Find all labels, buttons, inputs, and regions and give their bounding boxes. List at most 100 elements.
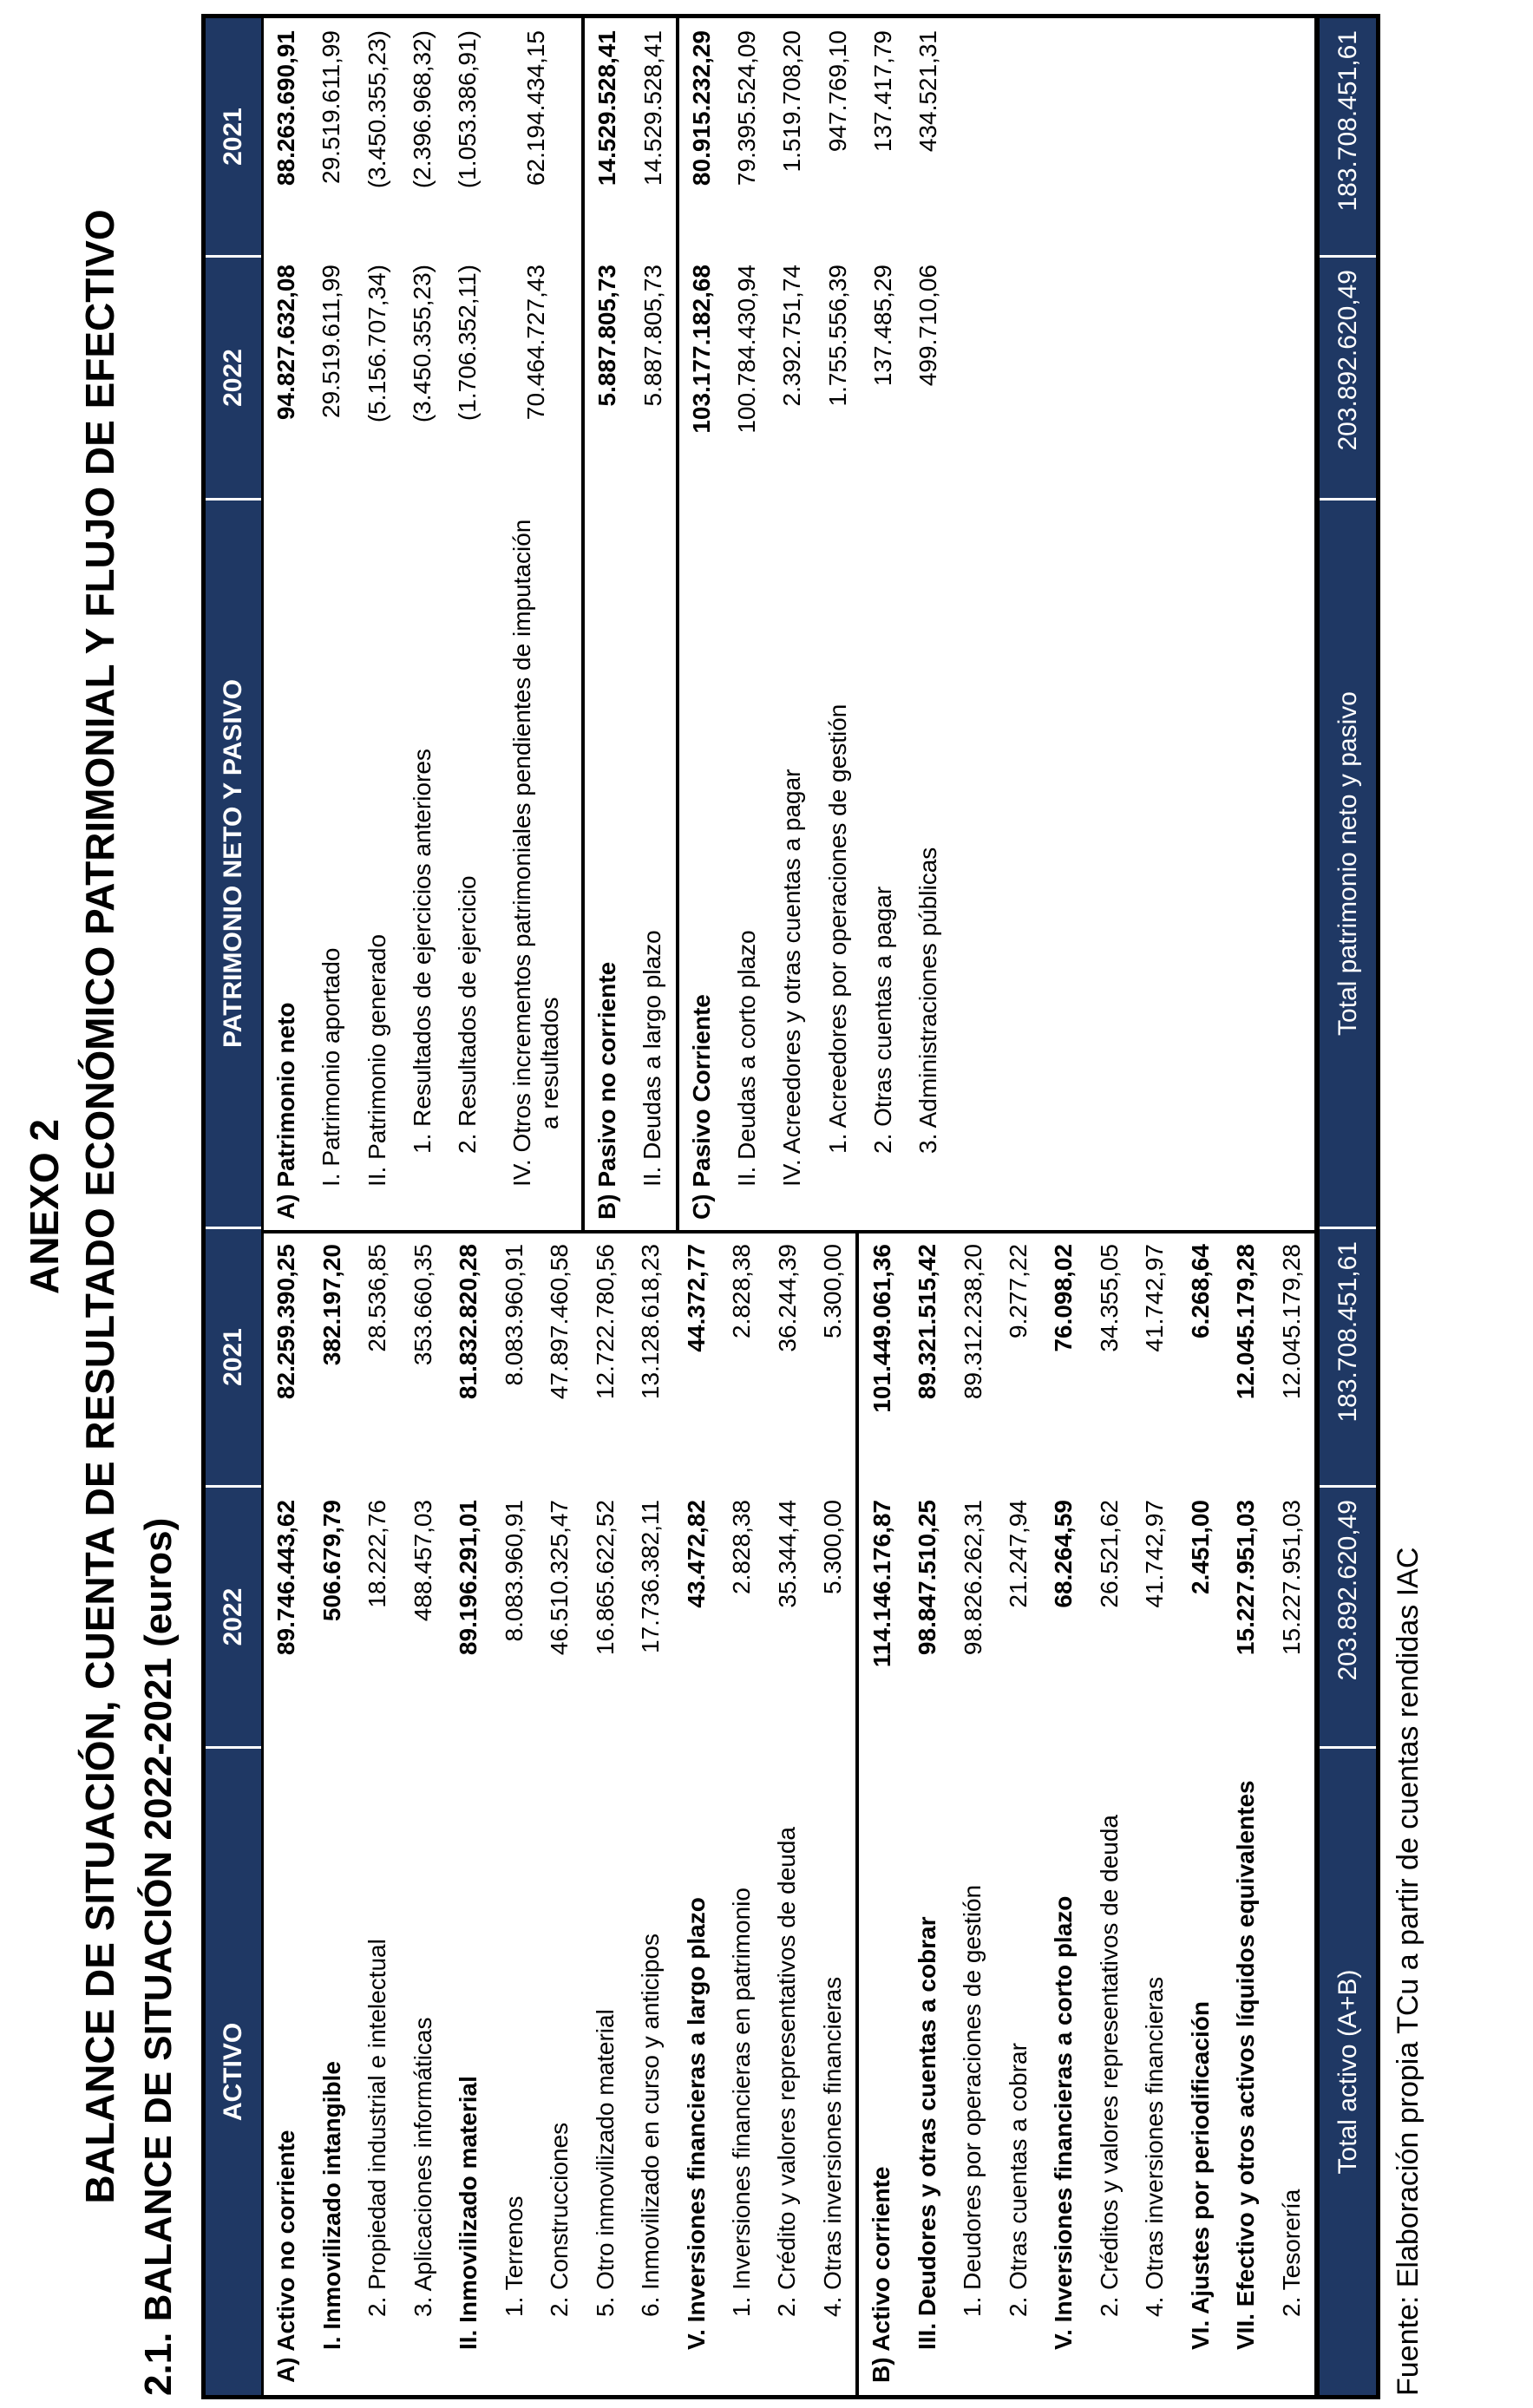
total-pasivo-2022: 203.892.620,49 <box>1320 258 1376 498</box>
table-row: II. Deudas a largo plazo 5.887.805,73 14.5… <box>630 18 675 1232</box>
row-label: 2. Otras cuentas a pagar <box>868 886 896 1154</box>
value-2021: 353.660,35 <box>409 1244 436 1366</box>
row-label: 1. Terrenos <box>500 2195 527 2317</box>
row-label: 2. Resultados de ejercicio <box>454 875 482 1154</box>
value-2022: 89.746.443,62 <box>272 1500 300 1656</box>
value-2021: 79.395.524,09 <box>733 30 761 186</box>
table-row: B) Pasivo no corriente 5.887.805,73 14.529… <box>581 18 631 1232</box>
row-label: 1. Inversiones financieras en patrimonio <box>727 1888 755 2317</box>
table-row: V. Inversiones financieras a largo plazo… <box>673 1232 718 2395</box>
table-row: 3. Administraciones públicas 499.710,06 43… <box>906 18 951 1232</box>
row-label: 2. Créditos y valores representativos de… <box>1095 1815 1123 2317</box>
table-row: I. Inmovilizado intangible 506.679,79 382.… <box>309 1232 354 2395</box>
table-row: II. Patrimonio generado (5.156.707,34) (3.… <box>355 18 400 1232</box>
total-activo-2022: 203.892.620,49 <box>1320 1488 1376 1746</box>
row-label: II. Deudas a corto plazo <box>733 930 761 1187</box>
value-2022: 26.521,62 <box>1095 1500 1123 1608</box>
row-label: 3. Administraciones públicas <box>914 847 942 1154</box>
main-title: BALANCE DE SITUACIÓN, CUENTA DE RESULTAD… <box>77 209 122 2204</box>
value-2022: 8.083.960,91 <box>500 1500 527 1642</box>
table-row: III. Deudores y otras cuentas a cobrar 98… <box>905 1232 950 2395</box>
value-2022: (3.450.355,23) <box>409 265 436 423</box>
table-row: 6. Inmovilizado en curso y anticipos 17.7… <box>628 1232 673 2395</box>
table-row: 2. Crédito y valores representativos de … <box>764 1232 809 2395</box>
row-label: 4. Otras inversiones financieras <box>1141 1976 1169 2317</box>
table-row: II. Inmovilizado material 89.196.291,01 81… <box>446 1232 491 2395</box>
row-label: VI. Ajustes por periodificación <box>1186 2001 1214 2350</box>
table-row: B) Activo corriente 114.146.176,87 101.449… <box>855 1232 905 2395</box>
value-2021: 28.536,85 <box>364 1244 391 1352</box>
row-label: B) Activo corriente <box>868 2166 895 2383</box>
row-label: VII. Efectivo y otros activos líquidos e… <box>1232 1780 1260 2350</box>
header-pasivo-2022: 2022 <box>206 258 261 498</box>
value-2022: 68.264,59 <box>1050 1500 1078 1608</box>
value-2021: 6.268,64 <box>1186 1244 1214 1338</box>
row-label: 2. Otras cuentas a cobrar <box>1004 2043 1032 2317</box>
table-row: II. Deudas a corto plazo 100.784.430,94 79… <box>724 18 770 1232</box>
row-label: I. Patrimonio aportado <box>318 947 345 1188</box>
value-2021: 434.521,31 <box>914 30 942 153</box>
row-label: IV. Otros incrementos patrimoniales pend… <box>508 519 563 1187</box>
value-2022: 15.227.951,03 <box>1232 1500 1260 1656</box>
value-2022: 35.344,44 <box>773 1500 801 1608</box>
value-2022: 43.472,82 <box>682 1500 710 1608</box>
table-row: IV. Acreedores y otras cuentas a pagar 2.… <box>770 18 815 1232</box>
table-row: V. Inversiones financieras a corto plazo… <box>1041 1232 1086 2395</box>
annex-title: ANEXO 2 <box>22 1119 67 1294</box>
section-subtitle: 2.1. BALANCE DE SITUACIÓN 2022-2021 (eur… <box>137 1517 180 2396</box>
table-row: VI. Ajustes por periodificación 2.451,00 6… <box>1178 1232 1223 2395</box>
value-2022: (1.706.352,11) <box>454 265 482 422</box>
empty-space <box>951 18 1314 1232</box>
value-2022: 21.247,94 <box>1004 1500 1032 1608</box>
value-2021: 1.519.708,20 <box>778 30 806 173</box>
row-label: 6. Inmovilizado en curso y anticipos <box>637 1934 665 2317</box>
row-label: B) Pasivo no corriente <box>593 961 621 1220</box>
table-row: IV. Otros incrementos patrimoniales pend… <box>490 18 581 1232</box>
value-2021: 34.355,05 <box>1095 1244 1123 1352</box>
value-2021: 2.828,38 <box>728 1244 756 1338</box>
row-label: 2. Tesorería <box>1277 2189 1305 2317</box>
row-label: 4. Otras inversiones financieras <box>818 1976 846 2317</box>
table-row: 4. Otras inversiones financieras 5.300,00… <box>810 1232 855 2395</box>
row-label: A) Patrimonio neto <box>272 1002 300 1220</box>
row-label: I. Inmovilizado intangible <box>318 2061 345 2350</box>
table-row: VII. Efectivo y otros activos líquidos e… <box>1223 1232 1268 2395</box>
value-2022: (5.156.707,34) <box>363 265 390 423</box>
table-row: 2. Construcciones 46.510.325,47 47.897.460… <box>537 1232 582 2395</box>
table-row: 1. Resultados de ejercicios anteriores (3… <box>400 18 445 1232</box>
value-2021: 947.769,10 <box>823 30 851 153</box>
total-activo-label: Total activo (A+B) <box>1320 1749 1376 2395</box>
row-label: V. Inversiones financieras a corto plazo <box>1050 1895 1078 2350</box>
row-label: 2. Propiedad industrial e intelectual <box>364 1939 391 2317</box>
row-label: 5. Otro inmovilizado material <box>591 2009 619 2317</box>
activo-rows: A) Activo no corriente 89.746.443,62 82.25… <box>264 1232 1314 2395</box>
header-activo-2022: 2022 <box>206 1488 261 1746</box>
value-2021: 81.832.820,28 <box>455 1244 482 1400</box>
table-row: 2. Propiedad industrial e intelectual 18.… <box>355 1232 400 2395</box>
table-row: 2. Créditos y valores representativos de… <box>1087 1232 1132 2395</box>
value-2021: 29.519.611,99 <box>318 30 345 184</box>
row-label: 3. Aplicaciones informáticas <box>409 2017 436 2317</box>
table-row: 3. Aplicaciones informáticas 488.457,03 35… <box>400 1232 445 2395</box>
value-2022: 114.146.176,87 <box>868 1500 895 1668</box>
row-label: 2. Crédito y valores representativos de … <box>773 1827 801 2317</box>
table-total-row: Total activo (A+B) 203.892.620,49 183.70… <box>1317 18 1376 2395</box>
value-2021: 5.300,00 <box>819 1244 847 1338</box>
row-label: II. Inmovilizado material <box>455 2076 482 2350</box>
row-label: II. Patrimonio generado <box>363 933 390 1187</box>
value-2022: 488.457,03 <box>409 1500 436 1622</box>
row-label: C) Pasivo Corriente <box>687 994 715 1220</box>
value-2021: 80.915.232,29 <box>687 30 715 186</box>
value-2022: 2.451,00 <box>1186 1500 1214 1594</box>
value-2021: 89.321.515,42 <box>914 1244 941 1400</box>
row-label: V. Inversiones financieras a largo plazo <box>682 1897 710 2350</box>
value-2022: 98.847.510,25 <box>914 1500 941 1656</box>
table-row: A) Patrimonio neto 94.827.632,08 88.263.69… <box>264 18 309 1232</box>
half-divider-line <box>264 1230 1314 1233</box>
value-2022: 100.784.430,94 <box>733 265 761 434</box>
table-row: 1. Inversiones financieras en patrimonio… <box>719 1232 764 2395</box>
row-label: III. Deudores y otras cuentas a cobrar <box>913 1916 940 2350</box>
value-2021: (2.396.968,32) <box>409 30 436 189</box>
value-2022: 18.222,76 <box>364 1500 391 1608</box>
value-2022: 16.865.622,52 <box>591 1500 619 1656</box>
